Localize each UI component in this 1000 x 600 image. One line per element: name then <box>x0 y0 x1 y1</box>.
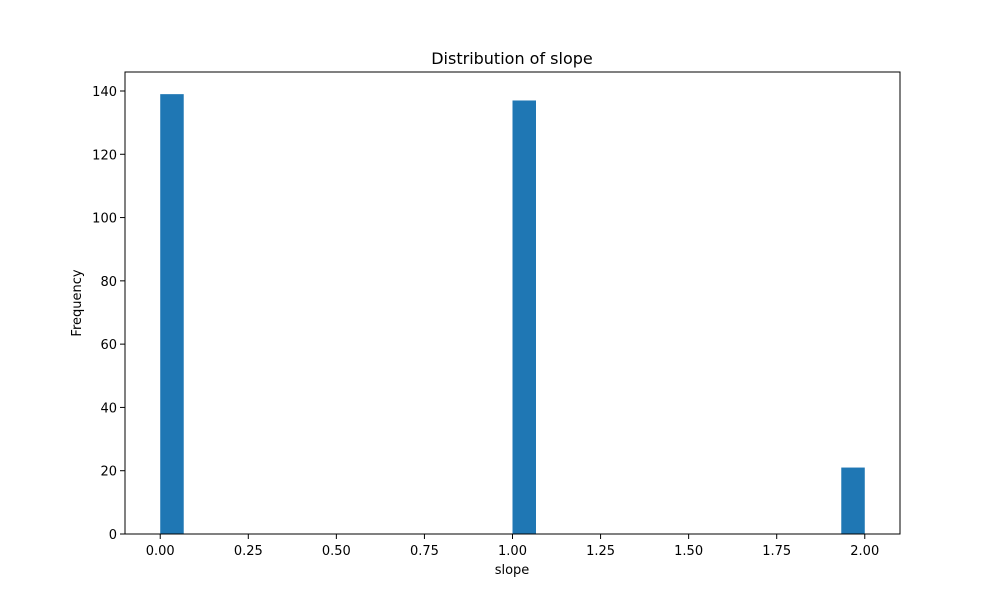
chart-title: Distribution of slope <box>431 49 593 68</box>
x-tick-label: 1.50 <box>674 544 703 559</box>
x-tick-label: 0.75 <box>410 544 439 559</box>
y-tick-label: 0 <box>109 528 117 543</box>
y-tick-label: 120 <box>92 148 117 163</box>
y-tick-label: 140 <box>92 85 117 100</box>
x-tick-label: 2.00 <box>850 544 879 559</box>
x-tick-label: 1.25 <box>586 544 615 559</box>
x-axis-label: slope <box>495 563 530 578</box>
histogram-bar-1 <box>512 100 536 534</box>
y-tick-label: 20 <box>100 465 117 480</box>
x-tick-label: 1.75 <box>762 544 791 559</box>
y-tick-label: 40 <box>100 401 117 416</box>
x-tick-label: 0.25 <box>234 544 263 559</box>
y-axis-ticks: 0 20 40 60 80 100 120 140 <box>92 85 125 543</box>
y-tick-label: 60 <box>100 338 117 353</box>
histogram-bar-0 <box>160 94 184 534</box>
bars-layer <box>160 94 865 534</box>
x-axis-ticks: 0.00 0.25 0.50 0.75 1.00 1.25 1.50 1.75 2.00 <box>146 534 879 559</box>
y-tick-label: 100 <box>92 212 117 227</box>
x-tick-label: 0.50 <box>322 544 351 559</box>
y-axis-label: Frequency <box>70 269 85 336</box>
histogram-bar-2 <box>841 467 865 534</box>
y-tick-label: 80 <box>100 275 117 290</box>
x-tick-label: 1.00 <box>498 544 527 559</box>
x-tick-label: 0.00 <box>146 544 175 559</box>
plot-frame <box>124 71 901 535</box>
